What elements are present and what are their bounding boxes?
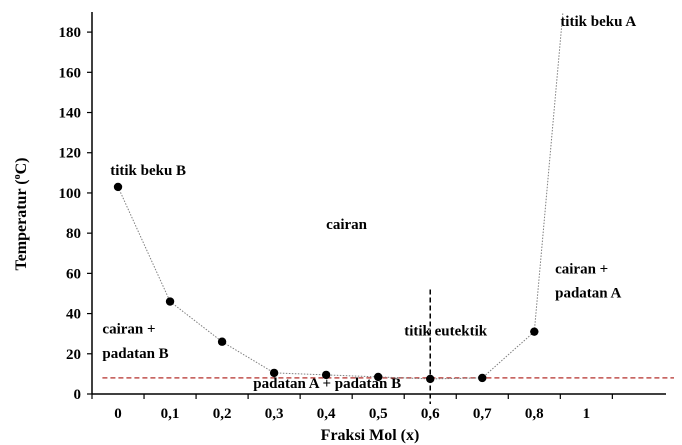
y-tick-label: 60 xyxy=(66,266,81,282)
data-point xyxy=(217,337,227,346)
y-tick-label: 100 xyxy=(59,186,82,202)
y-tick-label: 40 xyxy=(66,307,81,323)
x-tick-label: 1 xyxy=(583,406,591,422)
point-layer xyxy=(113,182,539,384)
annotation-label: padatan B xyxy=(102,346,168,362)
data-point xyxy=(113,182,123,192)
axis-layer: 0 20 40 60 80 100 120 140 160 180 0 0,1 0,2 0,3 0,4 0,5… xyxy=(59,12,666,422)
y-tick-label: 80 xyxy=(66,226,81,242)
annotation-label: cairan + xyxy=(102,322,155,338)
x-tick-label: 0,3 xyxy=(265,406,284,422)
y-tick-label: 20 xyxy=(66,347,81,363)
y-axis-title: Temperatur (oC) xyxy=(12,158,30,271)
annotation-label: titik beku B xyxy=(110,163,186,179)
line-layer xyxy=(102,11,674,404)
x-tick-label: 0,2 xyxy=(213,406,232,422)
data-point xyxy=(269,368,279,378)
x-tick-label: 0,4 xyxy=(317,406,336,422)
y-tick-label: 140 xyxy=(59,106,82,122)
annotation-label: titik beku A xyxy=(560,14,636,30)
y-tick-label: 180 xyxy=(59,25,82,41)
liquidus-curve-extension xyxy=(533,11,564,332)
x-tick-label: 0,5 xyxy=(369,406,388,422)
text-layer: titik beku A titik beku B cairan cairan + pa… xyxy=(102,14,636,392)
annotation-label: padatan A xyxy=(555,285,621,301)
liquidus-curve xyxy=(117,186,535,380)
annotation-label: cairan + xyxy=(555,261,608,277)
data-point xyxy=(478,373,487,383)
annotation-label: cairan xyxy=(326,217,367,233)
data-point xyxy=(165,297,175,306)
data-point xyxy=(530,327,539,336)
y-tick-label: 160 xyxy=(59,65,82,81)
x-tick-label: 0,1 xyxy=(161,406,180,422)
data-point xyxy=(426,374,435,384)
data-point xyxy=(373,372,383,382)
x-tick-label: 0,6 xyxy=(421,406,440,422)
y-tick-label: 0 xyxy=(74,387,82,403)
data-point xyxy=(321,370,331,380)
x-axis-title: Fraksi Mol (x) xyxy=(321,427,420,444)
y-tick-label: 120 xyxy=(59,146,82,162)
x-tick-label: 0 xyxy=(114,406,122,422)
x-tick-label: 0,8 xyxy=(525,406,544,422)
annotation-label: padatan A + padatan B xyxy=(253,376,401,392)
annotation-label: titik eutektik xyxy=(404,324,488,340)
x-tick-label: 0,7 xyxy=(473,406,492,422)
